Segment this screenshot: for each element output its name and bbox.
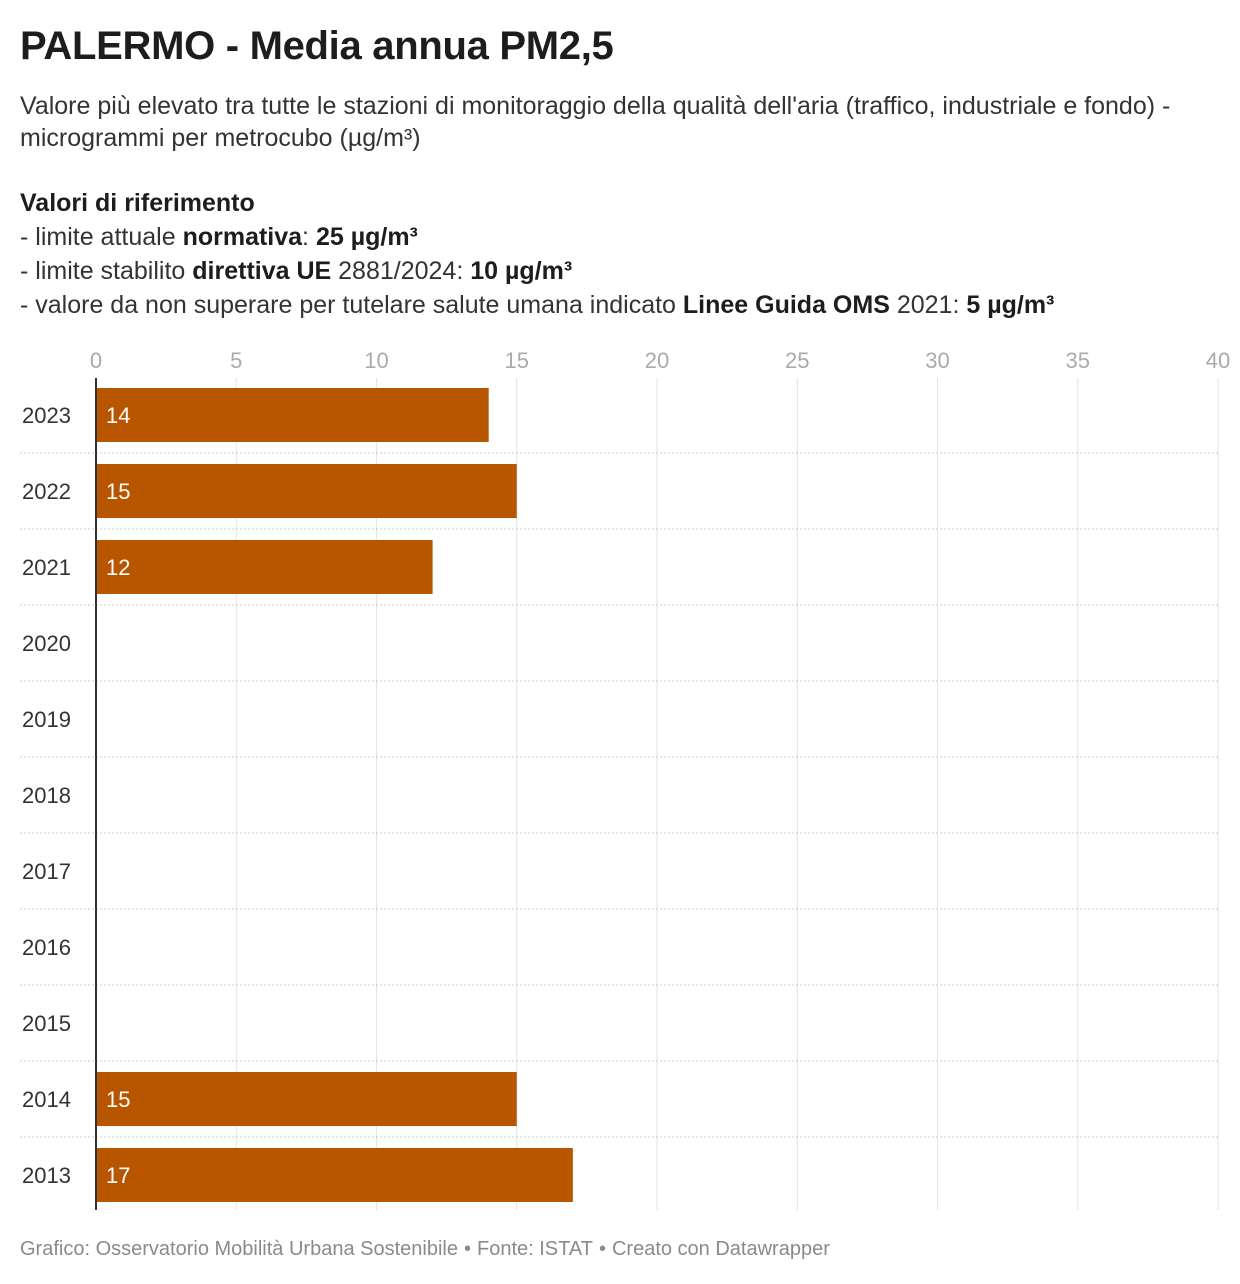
reference-line-normativa: - limite attuale normativa: 25 µg/m³ xyxy=(20,223,418,251)
category-label: 2021 xyxy=(22,555,71,580)
bar xyxy=(96,540,433,594)
category-label: 2013 xyxy=(22,1163,71,1188)
chart-header: PALERMO - Media annua PM2,5 Valore più e… xyxy=(20,22,1220,322)
chart-footer: Grafico: Osservatorio Mobilità Urbana So… xyxy=(20,1238,830,1261)
bar xyxy=(96,1148,573,1202)
x-tick-label: 10 xyxy=(364,348,388,373)
bar xyxy=(96,1072,517,1126)
category-label: 2023 xyxy=(22,403,71,428)
x-tick-label: 15 xyxy=(505,348,529,373)
footer-separator: • xyxy=(463,1238,471,1260)
x-tick-label: 40 xyxy=(1206,348,1230,373)
reference-values: Valori di riferimento - limite attuale n… xyxy=(20,186,1220,322)
bar-value-label: 15 xyxy=(106,479,130,504)
bar xyxy=(96,464,517,518)
x-tick-label: 35 xyxy=(1066,348,1090,373)
x-tick-label: 25 xyxy=(785,348,809,373)
footer-separator: • xyxy=(598,1238,606,1260)
x-tick-label: 20 xyxy=(645,348,669,373)
bar-value-label: 14 xyxy=(106,403,130,428)
x-tick-label: 5 xyxy=(230,348,242,373)
reference-line-oms: - valore da non superare per tutelare sa… xyxy=(20,291,1055,319)
category-label: 2022 xyxy=(22,479,71,504)
x-tick-label: 0 xyxy=(90,348,102,373)
footer-tool: Creato con Datawrapper xyxy=(611,1238,830,1260)
bar-value-label: 17 xyxy=(106,1163,130,1188)
chart-subtitle: Valore più elevato tra tutte le stazioni… xyxy=(20,92,1171,152)
footer-source: Fonte: ISTAT xyxy=(476,1238,593,1260)
bar-value-label: 15 xyxy=(106,1087,130,1112)
category-label: 2015 xyxy=(22,1011,71,1036)
category-label: 2019 xyxy=(22,707,71,732)
category-label: 2018 xyxy=(22,783,71,808)
bar-value-label: 12 xyxy=(106,555,130,580)
x-tick-label: 30 xyxy=(925,348,949,373)
category-label: 2017 xyxy=(22,859,71,884)
reference-line-direttiva-ue: - limite stabilito direttiva UE 2881/202… xyxy=(20,257,573,285)
category-label: 2016 xyxy=(22,935,71,960)
footer-credit: Grafico: Osservatorio Mobilità Urbana So… xyxy=(20,1238,458,1260)
reference-heading: Valori di riferimento xyxy=(20,189,255,217)
chart-title: PALERMO - Media annua PM2,5 xyxy=(20,24,614,68)
category-label: 2020 xyxy=(22,631,71,656)
bar xyxy=(96,388,489,442)
bar-chart: 0 5 10 15 20 25 30 35 40 2023 14 2022 15 2021 12 2020 20… xyxy=(20,348,1230,1210)
category-label: 2014 xyxy=(22,1087,71,1112)
